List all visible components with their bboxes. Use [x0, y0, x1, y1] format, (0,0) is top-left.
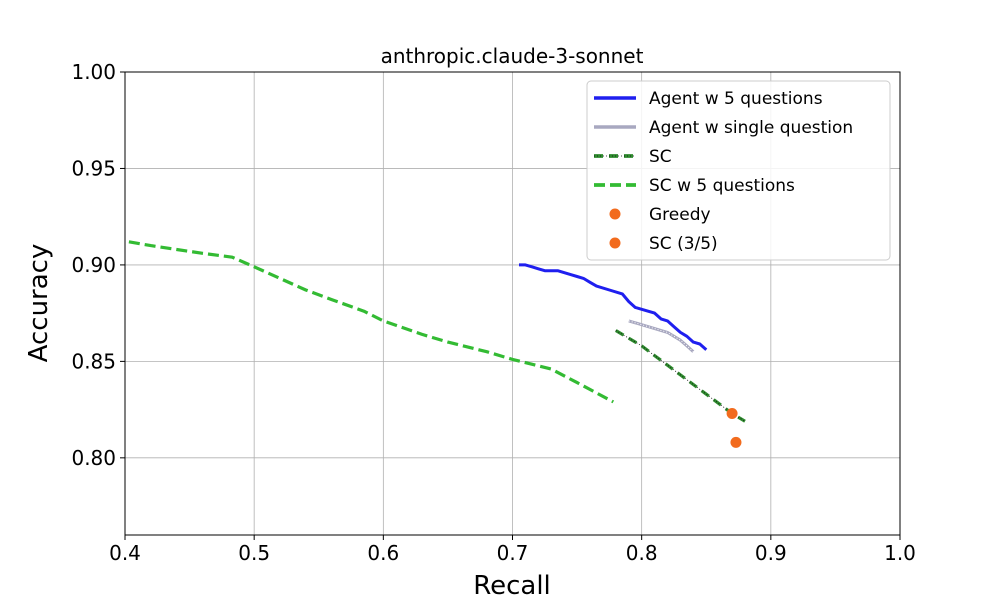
x-tick-label: 0.8: [626, 541, 658, 565]
legend-box: [586, 80, 891, 261]
scatter-point-sc-3-5: [730, 436, 742, 448]
legend-marker-sc-3-5: [609, 237, 621, 249]
series-line-texture-sc: [615, 330, 746, 422]
series-line-sc: [614, 329, 746, 423]
plot-series: [128, 240, 746, 448]
x-tick-label: 0.7: [497, 541, 529, 565]
legend-marker-greedy: [609, 208, 621, 220]
y-tick-label: 1.00: [71, 60, 116, 84]
series-line-sc-w-5-questions: [128, 240, 615, 404]
x-tick-label: 0.4: [109, 541, 141, 565]
legend-label-sc: SC: [649, 147, 672, 167]
y-tick-label: 0.95: [71, 156, 116, 180]
scatter-point-greedy: [726, 407, 738, 419]
x-tick-label: 1.0: [884, 541, 916, 565]
legend-label-greedy: Greedy: [649, 205, 711, 225]
legend-label-agent-w-single-question: Agent w single question: [649, 118, 853, 138]
x-tick-label: 0.9: [755, 541, 787, 565]
y-tick-label: 0.90: [71, 253, 116, 277]
chart-title: anthropic.claude-3-sonnet: [381, 44, 644, 68]
x-tick-label: 0.5: [238, 541, 270, 565]
legend-label-sc-w-5-questions: SC w 5 questions: [649, 176, 795, 196]
legend-label-sc-3-5: SC (3/5): [649, 234, 718, 254]
y-tick-label: 0.80: [71, 446, 116, 470]
y-tick-label: 0.85: [71, 349, 116, 373]
x-tick-label: 0.6: [367, 541, 399, 565]
series-line-agent-w-5-questions: [519, 263, 708, 351]
legend-label-agent-w-5-questions: Agent w 5 questions: [649, 89, 823, 109]
series-line-agent-w-single-question: [628, 319, 695, 353]
y-axis-label: Accuracy: [24, 244, 54, 363]
legend: Agent w 5 questions Agent w single questi…: [586, 80, 891, 261]
axis-ticks: 0.4 0.5 0.6 0.7 0.8 0.9 1.0 0.80 0.85 0.90 0.95 1.0…: [71, 60, 915, 565]
x-axis-label: Recall: [473, 571, 551, 600]
series-line-texture-agent-w-single-question: [628, 320, 694, 353]
